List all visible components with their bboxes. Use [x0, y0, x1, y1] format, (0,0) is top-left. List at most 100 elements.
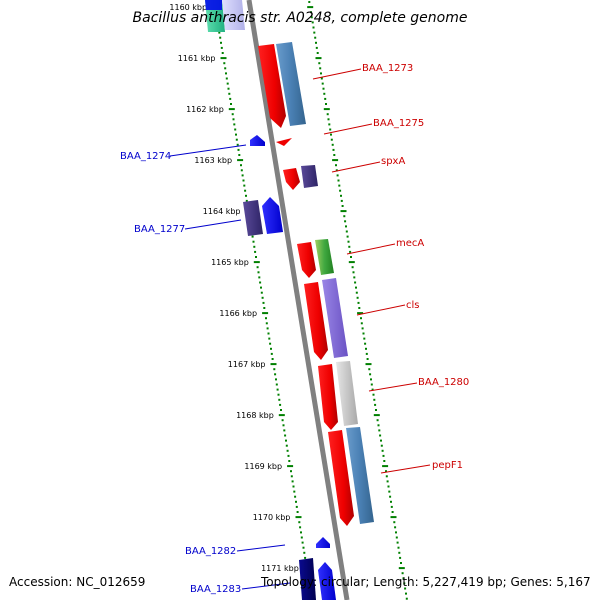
gene-feature-top-blue — [205, 0, 222, 10]
tick-dot-left — [236, 143, 239, 146]
tick-dot-right — [369, 373, 372, 376]
tick-dot-right — [335, 164, 337, 167]
tick-label: 1165 kbp — [211, 258, 249, 267]
tick-dot-left — [231, 113, 234, 116]
tick-dot-left — [226, 82, 229, 85]
tick-dot-left — [277, 393, 280, 396]
tick-dot-left — [290, 475, 293, 478]
gene-label-spxa[interactable]: spxA — [381, 156, 405, 167]
tick-dot-left — [284, 434, 287, 437]
tick-dot-right — [381, 449, 384, 452]
tick-dot-left — [260, 291, 263, 294]
tick-dot-right — [378, 429, 381, 432]
tick-dot-left — [298, 521, 301, 524]
tick-dot-right — [395, 531, 397, 534]
tick-dot-left — [279, 403, 282, 406]
tick-dot-left — [268, 337, 271, 340]
tick-label: 1166 kbp — [219, 309, 257, 318]
tick-dot-left — [304, 556, 307, 559]
tick-dot-right — [312, 26, 315, 29]
tick-dot-left — [265, 317, 267, 320]
tick-dot-left — [302, 546, 305, 549]
tick-dot-right — [379, 434, 382, 437]
tick-dot-right — [366, 358, 369, 360]
tick-dot-right — [385, 475, 388, 478]
gene-label-baa1277[interactable]: BAA_1277 — [134, 224, 185, 235]
tick-dot-right — [399, 556, 402, 559]
gene-feature-baa1280-gray — [336, 361, 358, 426]
tick-dot-right — [307, 6, 314, 9]
tick-dot-left — [228, 92, 231, 95]
tick-label: 1162 kbp — [186, 105, 224, 114]
tick-dot-right — [368, 368, 371, 371]
tick-dot-right — [345, 225, 347, 228]
tick-dot-left — [290, 470, 292, 473]
tick-dot-left — [225, 72, 227, 75]
tick-dot-left — [295, 516, 302, 519]
gene-features — [205, 0, 374, 600]
tick-dot-left — [253, 245, 256, 248]
tick-label: 1169 kbp — [244, 462, 282, 471]
tick-dot-right — [326, 113, 329, 116]
gene-label-baa1282[interactable]: BAA_1282 — [185, 546, 236, 557]
gene-feature-baa1277-blue — [262, 197, 283, 234]
gene-feature-baa1277-navy — [243, 200, 263, 236]
tick-dot-left — [232, 118, 235, 121]
tick-dot-left — [221, 52, 224, 54]
tick-dot-right — [404, 587, 407, 590]
tick-dot-right — [395, 536, 398, 539]
tick-dot-right — [355, 286, 357, 289]
tick-dot-right — [337, 179, 340, 182]
tick-dot-right — [356, 296, 359, 299]
tick-dot-right — [389, 495, 392, 498]
gene-label-baa1275[interactable]: BAA_1275 — [373, 118, 424, 129]
tick-dot-left — [265, 322, 268, 325]
gene-label-baa1274[interactable]: BAA_1274 — [120, 151, 171, 162]
accession-label: Accession: NC_012659 — [9, 575, 146, 589]
gene-label-baa1283[interactable]: BAA_1283 — [190, 584, 241, 595]
gene-label-meca[interactable]: mecA — [396, 238, 424, 249]
tick-dot-left — [220, 46, 223, 49]
tick-dot-right — [371, 388, 374, 391]
gene-feature-baa1273-red — [258, 44, 286, 128]
tick-dot-left — [218, 31, 221, 34]
genome-summary-label: Topology: circular; Length: 5,227,419 bp… — [261, 575, 591, 589]
tick-dot-right — [382, 465, 389, 468]
tick-dot-left — [242, 179, 245, 182]
tick-dot-right — [358, 307, 361, 309]
gene-feature-baa1273-steel — [276, 42, 306, 126]
tick-label: 1161 kbp — [178, 54, 216, 63]
tick-dot-right — [313, 31, 316, 34]
tick-dot-right — [398, 567, 405, 570]
tick-dot-right — [310, 16, 313, 19]
tick-dot-right — [390, 505, 393, 508]
tick-dot-left — [256, 266, 259, 269]
tick-dot-left — [293, 490, 296, 493]
tick-dot-left — [287, 454, 290, 457]
tick-dot-left — [237, 148, 240, 151]
tick-label: 1171 kbp — [261, 564, 299, 573]
tick-dot-left — [223, 62, 226, 65]
tick-dot-left — [273, 368, 276, 371]
gene-label-baa1273[interactable]: BAA_1273 — [362, 63, 413, 74]
tick-dot-right — [353, 276, 356, 279]
gene-feature-meca-green — [315, 239, 334, 275]
gene-feature-spxa-navy — [301, 165, 318, 188]
tick-label: 1170 kbp — [253, 513, 291, 522]
tick-dot-left — [300, 531, 302, 534]
tick-dot-left — [288, 460, 291, 462]
gene-label-baa1280[interactable]: BAA_1280 — [418, 377, 469, 388]
tick-dot-right — [315, 57, 322, 60]
tick-dot-right — [347, 240, 350, 243]
gene-label-cls[interactable]: cls — [406, 300, 420, 311]
tick-dot-left — [299, 526, 302, 529]
tick-dot-left — [278, 414, 285, 417]
gene-label-pepf1[interactable]: pepF1 — [432, 460, 463, 471]
tick-dot-right — [400, 562, 402, 564]
tick-dot-left — [229, 97, 232, 100]
gene-feature-cls-red — [304, 282, 328, 360]
tick-dot-right — [391, 511, 394, 513]
tick-dot-right — [325, 103, 327, 105]
tick-dot-left — [255, 256, 257, 258]
tick-dot-left — [275, 383, 278, 386]
